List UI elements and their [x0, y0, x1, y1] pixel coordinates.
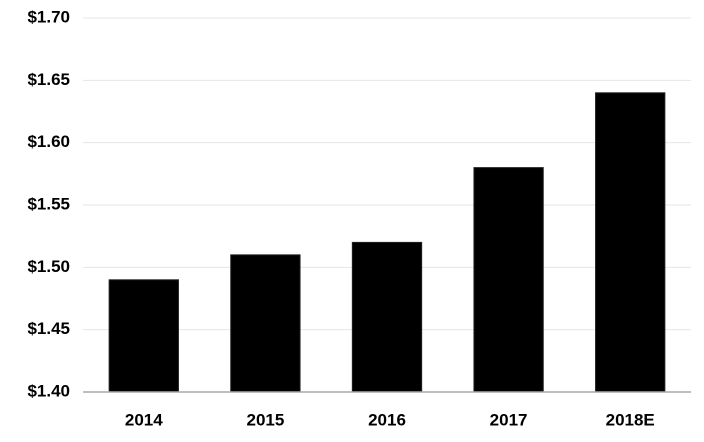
bar	[595, 92, 666, 393]
x-tick-label: 2014	[125, 410, 163, 429]
y-tick-label: $1.65	[27, 70, 70, 89]
y-tick-label: $1.40	[27, 381, 70, 400]
bar	[230, 254, 301, 393]
y-tick-label: $1.50	[27, 257, 70, 276]
y-tick-label: $1.45	[27, 319, 70, 338]
x-tick-label: 2018E	[606, 410, 655, 429]
x-tick-label: 2015	[246, 410, 284, 429]
y-tick-label: $1.60	[27, 132, 70, 151]
x-tick-label: 2017	[490, 410, 528, 429]
y-tick-label: $1.70	[27, 7, 70, 26]
bar	[473, 167, 544, 393]
bar	[108, 279, 179, 393]
bar	[351, 241, 423, 393]
x-tick-label: 2016	[368, 410, 406, 429]
y-tick-label: $1.55	[27, 194, 70, 213]
